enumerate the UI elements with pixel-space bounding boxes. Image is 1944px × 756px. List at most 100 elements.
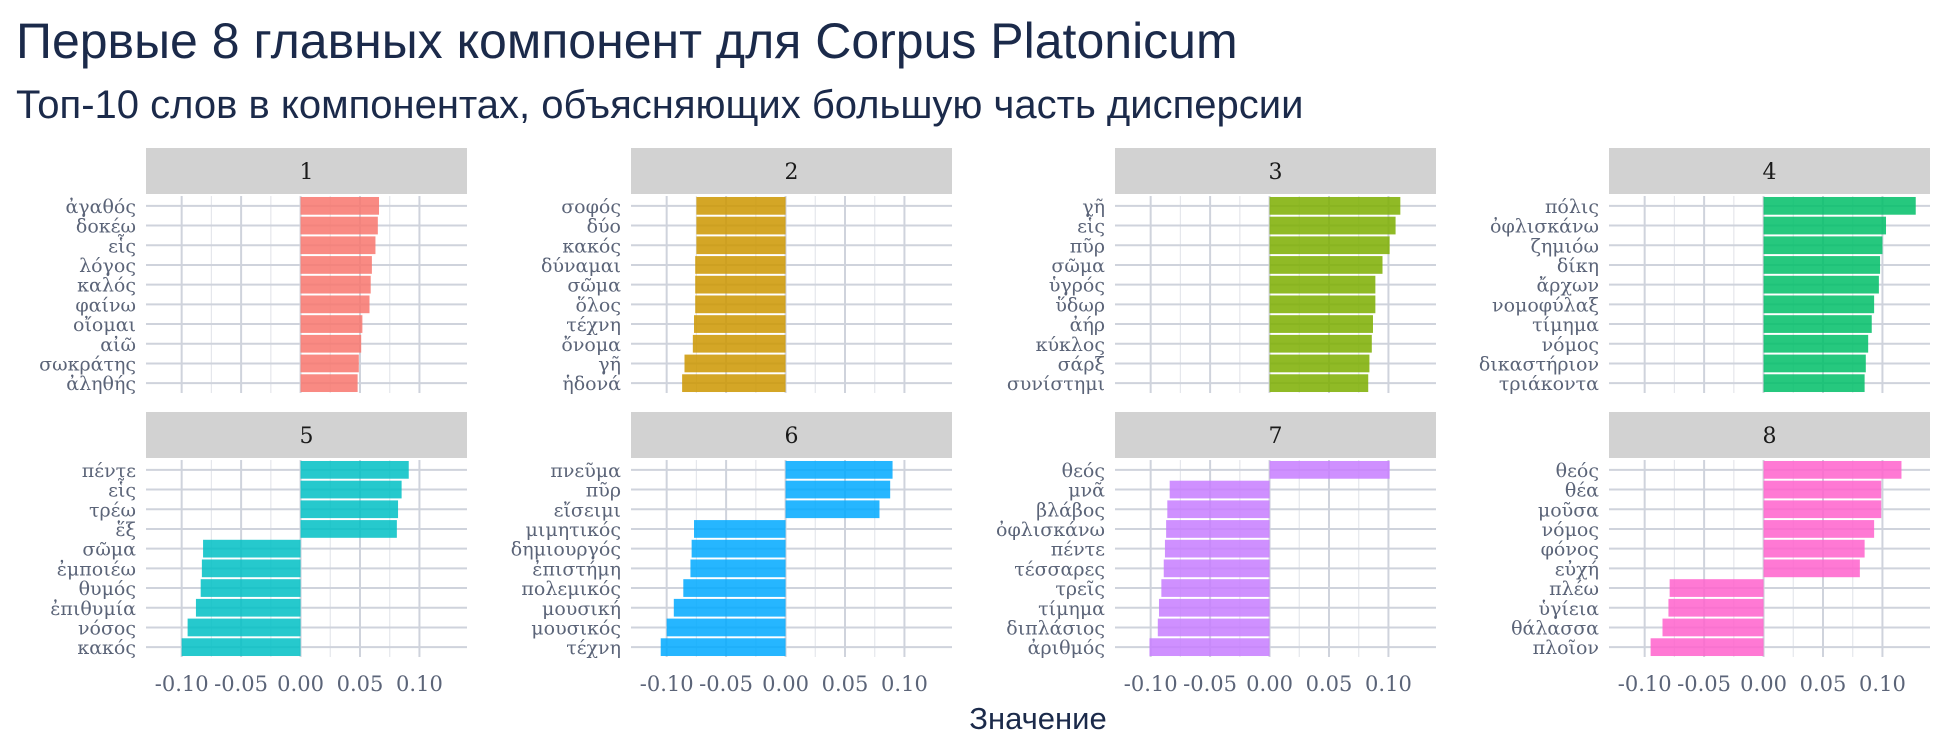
facet-panels: 1ἀγαθόςδοκέωεἷςλόγοςκαλόςφαίνωοἴομαιαἰῶσ… [39, 148, 1930, 696]
bar [1149, 638, 1270, 657]
category-label: δοκέω [76, 216, 136, 238]
bar [1269, 196, 1401, 215]
x-tick-label: 0.05 [1306, 672, 1353, 696]
facet-strip-label: 8 [1763, 424, 1777, 449]
bar [300, 500, 399, 519]
bar [695, 295, 786, 314]
bar [1662, 618, 1764, 637]
bar [690, 559, 786, 578]
facet-strip [1609, 412, 1930, 458]
category-label: ἄρχων [1536, 275, 1599, 297]
category-label: εἷς [108, 478, 136, 502]
category-label: τέχνη [566, 314, 621, 336]
bar [187, 618, 301, 637]
bar [300, 196, 380, 215]
category-label: σῶμα [82, 539, 136, 561]
category-label: ἀληθής [66, 373, 136, 395]
category-label: νόσος [78, 617, 136, 639]
category-label: πέντε [1051, 539, 1105, 561]
bar [683, 579, 786, 597]
bar [1269, 216, 1396, 235]
x-axis-label: Значение [969, 701, 1106, 736]
facet-strip-label: 2 [785, 160, 799, 185]
category-label: ἐπιθυμία [50, 598, 136, 620]
category-label: λόγος [79, 255, 136, 277]
category-label: ὕδωρ [1055, 294, 1105, 316]
category-label: τίμημα [1038, 598, 1105, 620]
x-tick-label: -0.10 [155, 672, 209, 696]
category-label: ἀγαθός [65, 196, 136, 218]
x-tick-label: -0.10 [640, 672, 694, 696]
bar [1269, 374, 1369, 393]
bar [1269, 295, 1376, 314]
category-label: τίμημα [1532, 314, 1599, 336]
bar [1763, 460, 1902, 479]
category-label: πλέω [1549, 578, 1599, 600]
x-tick-label: -0.05 [699, 672, 753, 696]
facet-strip [631, 412, 952, 458]
category-label: ἀήρ [1070, 314, 1105, 336]
category-label: σῶμα [567, 275, 621, 297]
category-label: πέντε [82, 460, 136, 482]
facet-strip [1609, 148, 1930, 194]
category-label: πολεμικός [521, 578, 621, 600]
category-label: θεός [1556, 460, 1599, 482]
bar [1763, 354, 1866, 373]
bar [682, 374, 786, 393]
bar [1669, 579, 1764, 597]
category-label: ἐμποιέω [57, 558, 136, 580]
bar [200, 579, 301, 597]
x-tick-label: -0.05 [1677, 672, 1731, 696]
category-label: καλός [77, 275, 136, 297]
category-label: εὐχή [1555, 558, 1599, 580]
bar [785, 460, 893, 479]
facet-strip [631, 148, 952, 194]
x-tick-label: 0.10 [881, 672, 928, 696]
bar [666, 618, 786, 637]
category-label: πνεῦμα [550, 460, 621, 482]
category-label: διπλάσιος [1006, 617, 1105, 639]
bar [695, 256, 786, 274]
category-label: μουσικός [531, 617, 621, 639]
bar [181, 638, 301, 657]
bar [300, 520, 397, 538]
category-label: τέχνη [566, 637, 621, 659]
category-label: μιμητικός [526, 519, 621, 541]
facet-1: 1 ἀγαθόςδοκέωεἷςλόγοςκαλόςφαίνωοἴομαιαἰῶσ… [39, 148, 467, 395]
x-tick-label: 0.00 [762, 672, 809, 696]
category-label: κύκλος [1036, 334, 1105, 356]
chart-subtitle: Топ-10 слов в компонентах, объясняющих б… [16, 83, 1303, 127]
bar [300, 256, 372, 274]
category-label: ζημιόω [1531, 235, 1599, 257]
bar [1161, 579, 1270, 597]
bar [1157, 618, 1270, 637]
bar [1269, 460, 1390, 479]
category-label: ὀφλισκάνω [1490, 216, 1599, 238]
bar [1166, 520, 1270, 538]
category-label: νομοφύλαξ [1492, 294, 1599, 316]
x-tick-label: 0.00 [1246, 672, 1293, 696]
category-label: φόνος [1541, 539, 1599, 561]
category-label: συνίστημι [1007, 373, 1105, 395]
x-tick-label: 0.00 [1740, 672, 1787, 696]
facet-6: 6 πνεῦμαπῦρεἴσειμιμιμητικόςδημιουργόςἐπισ… [511, 412, 952, 696]
bar [1763, 500, 1882, 519]
x-tick-label: -0.10 [1618, 672, 1672, 696]
facet-strip-label: 3 [1269, 160, 1283, 185]
bar [1269, 236, 1390, 255]
category-label: φαίνω [75, 294, 136, 316]
facet-7: 7 θεόςμνᾶβλάβοςὀφλισκάνωπέντετέσσαρεςτρεῖ… [996, 412, 1436, 696]
bar [1763, 559, 1860, 578]
x-tick-label: 0.10 [1365, 672, 1412, 696]
bar [694, 315, 786, 333]
category-label: θυμός [79, 578, 136, 600]
category-label: ἡδονά [562, 373, 621, 395]
facet-strip [1115, 148, 1436, 194]
category-label: ἐπιστήμη [532, 558, 621, 580]
x-tick-label: 0.10 [1859, 672, 1906, 696]
x-tick-label: 0.00 [277, 672, 324, 696]
facet-3: 3 γῆεἷςπῦρσῶμαὑγρόςὕδωρἀήρκύκλοςσάρξσυνίσ… [1007, 148, 1436, 395]
category-label: πῦρ [586, 480, 621, 502]
category-label: θέα [1565, 480, 1599, 502]
